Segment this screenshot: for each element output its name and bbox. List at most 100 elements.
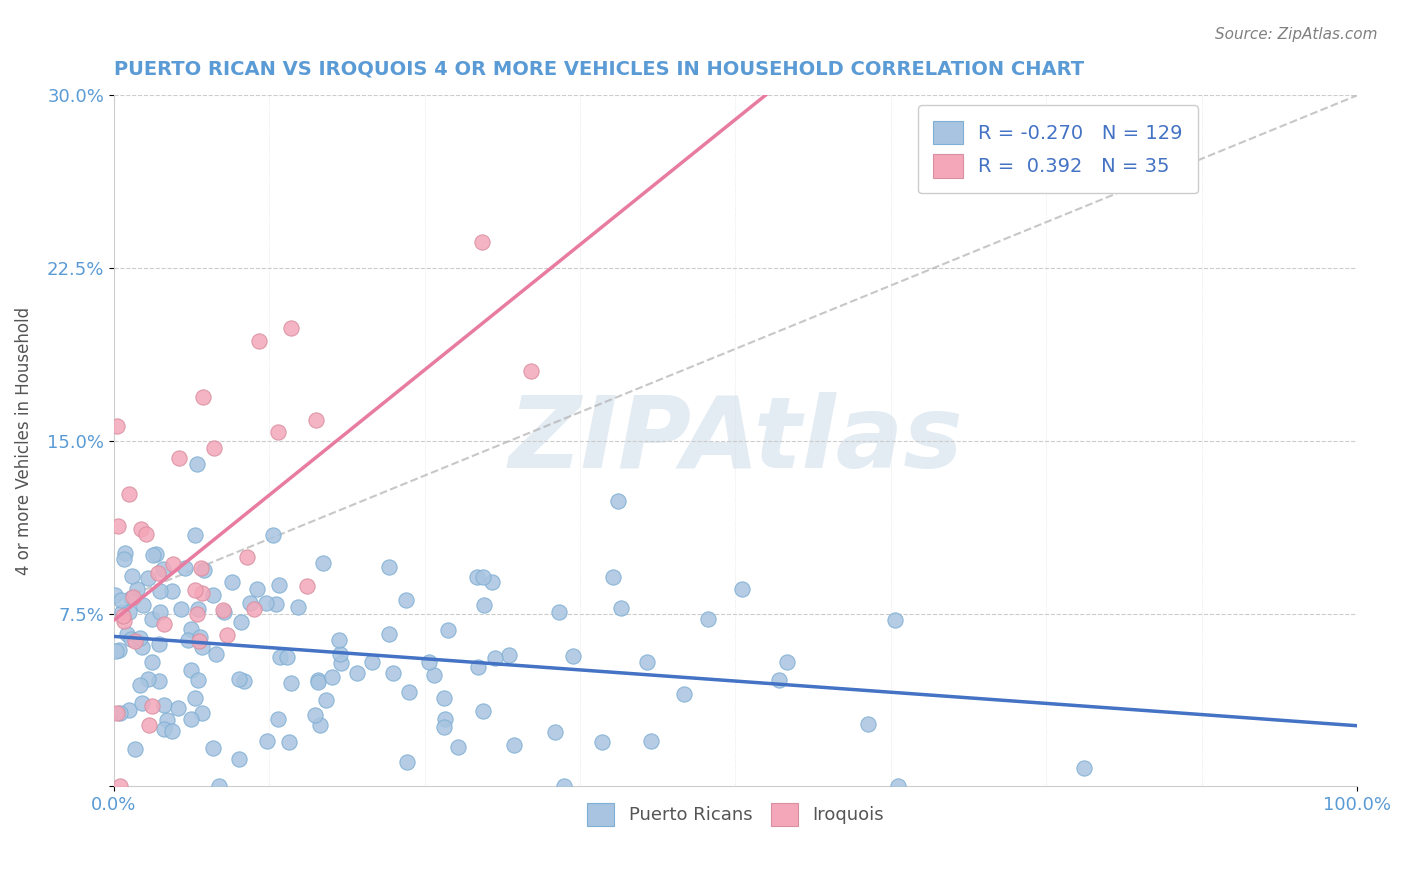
Point bbox=[146, 566, 169, 580]
Point bbox=[184, 528, 207, 542]
Point bbox=[269, 578, 291, 592]
Point bbox=[212, 605, 235, 619]
Point bbox=[136, 571, 159, 585]
Point bbox=[190, 586, 212, 600]
Point bbox=[297, 579, 319, 593]
Point bbox=[107, 519, 129, 533]
Point bbox=[229, 615, 252, 630]
Point bbox=[640, 734, 662, 748]
Point bbox=[856, 717, 879, 731]
Point bbox=[110, 592, 132, 607]
Point bbox=[267, 712, 290, 726]
Point bbox=[191, 640, 214, 654]
Point bbox=[228, 672, 250, 686]
Point bbox=[602, 570, 624, 584]
Point bbox=[519, 364, 541, 378]
Legend: Puerto Ricans, Iroquois: Puerto Ricans, Iroquois bbox=[581, 797, 891, 833]
Point bbox=[117, 627, 139, 641]
Point bbox=[484, 651, 506, 665]
Point bbox=[122, 590, 145, 604]
Point bbox=[307, 673, 329, 687]
Point bbox=[187, 634, 209, 648]
Point bbox=[280, 321, 302, 335]
Point bbox=[395, 592, 418, 607]
Point bbox=[465, 570, 488, 584]
Point bbox=[135, 527, 157, 541]
Point bbox=[138, 718, 160, 732]
Point bbox=[108, 780, 131, 794]
Point bbox=[186, 607, 208, 621]
Point bbox=[228, 752, 250, 766]
Point bbox=[131, 696, 153, 710]
Point bbox=[498, 648, 520, 662]
Point bbox=[149, 583, 172, 598]
Point bbox=[141, 612, 163, 626]
Point bbox=[188, 630, 211, 644]
Point bbox=[160, 584, 183, 599]
Point bbox=[162, 558, 184, 572]
Point bbox=[121, 568, 143, 582]
Point bbox=[201, 588, 224, 602]
Point bbox=[167, 700, 190, 714]
Point bbox=[124, 742, 146, 756]
Point bbox=[398, 685, 420, 699]
Y-axis label: 4 or more Vehicles in Household: 4 or more Vehicles in Household bbox=[15, 307, 32, 575]
Point bbox=[307, 675, 329, 690]
Point bbox=[312, 556, 335, 570]
Point bbox=[145, 548, 167, 562]
Point bbox=[330, 657, 353, 671]
Point bbox=[471, 570, 494, 584]
Point bbox=[262, 528, 284, 542]
Point bbox=[152, 722, 174, 736]
Point bbox=[112, 608, 135, 623]
Point bbox=[187, 602, 209, 616]
Point bbox=[125, 582, 148, 597]
Point bbox=[472, 598, 495, 612]
Point bbox=[264, 597, 287, 611]
Point bbox=[184, 691, 207, 706]
Point bbox=[730, 582, 752, 596]
Point bbox=[280, 675, 302, 690]
Point bbox=[184, 583, 207, 598]
Text: ZIPAtlas: ZIPAtlas bbox=[508, 392, 963, 490]
Point bbox=[591, 735, 613, 749]
Point bbox=[636, 655, 658, 669]
Point bbox=[329, 648, 352, 662]
Point bbox=[202, 741, 225, 756]
Point bbox=[191, 706, 214, 720]
Point bbox=[269, 650, 291, 665]
Point bbox=[423, 667, 446, 681]
Point bbox=[433, 690, 456, 705]
Point bbox=[776, 655, 799, 669]
Point bbox=[128, 678, 150, 692]
Point bbox=[114, 546, 136, 560]
Point bbox=[884, 613, 907, 627]
Point bbox=[160, 724, 183, 739]
Point bbox=[208, 780, 231, 794]
Point bbox=[124, 634, 146, 648]
Point bbox=[1073, 761, 1095, 775]
Point bbox=[361, 655, 384, 669]
Point bbox=[107, 419, 129, 434]
Point bbox=[548, 605, 571, 619]
Text: PUERTO RICAN VS IROQUOIS 4 OR MORE VEHICLES IN HOUSEHOLD CORRELATION CHART: PUERTO RICAN VS IROQUOIS 4 OR MORE VEHIC… bbox=[114, 60, 1084, 78]
Point bbox=[553, 780, 575, 794]
Point bbox=[308, 718, 330, 732]
Point bbox=[129, 522, 152, 536]
Point bbox=[120, 591, 142, 606]
Point bbox=[191, 390, 214, 404]
Point bbox=[177, 633, 200, 648]
Point bbox=[141, 655, 163, 669]
Point bbox=[232, 673, 254, 688]
Point bbox=[217, 628, 239, 642]
Point bbox=[108, 706, 131, 720]
Text: Source: ZipAtlas.com: Source: ZipAtlas.com bbox=[1215, 27, 1378, 42]
Point bbox=[118, 703, 141, 717]
Point bbox=[481, 574, 503, 589]
Point bbox=[471, 235, 494, 249]
Point bbox=[180, 664, 202, 678]
Point bbox=[142, 548, 165, 562]
Point bbox=[321, 670, 343, 684]
Point bbox=[221, 574, 243, 589]
Point bbox=[190, 561, 212, 575]
